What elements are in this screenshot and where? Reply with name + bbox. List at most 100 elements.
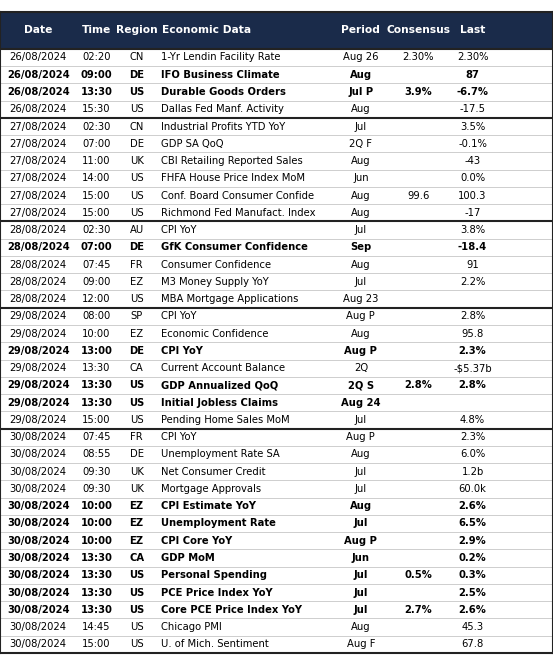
Text: CPI Estimate YoY: CPI Estimate YoY bbox=[161, 501, 256, 511]
Bar bbox=[0, 170, 553, 187]
Text: 02:20: 02:20 bbox=[82, 52, 111, 62]
Text: 02:30: 02:30 bbox=[82, 225, 111, 235]
Bar bbox=[0, 567, 553, 584]
Text: Jul: Jul bbox=[355, 225, 367, 235]
Text: Chicago PMI: Chicago PMI bbox=[161, 622, 222, 632]
Text: 29/08/2024: 29/08/2024 bbox=[9, 415, 67, 425]
Text: 09:30: 09:30 bbox=[82, 467, 111, 477]
Text: Jun: Jun bbox=[352, 553, 370, 563]
Text: SP: SP bbox=[131, 311, 143, 321]
Text: Aug: Aug bbox=[351, 622, 371, 632]
Text: 3.8%: 3.8% bbox=[460, 225, 485, 235]
Text: Dallas Fed Manf. Activity: Dallas Fed Manf. Activity bbox=[161, 104, 284, 114]
Text: 45.3: 45.3 bbox=[461, 622, 484, 632]
Text: Aug: Aug bbox=[351, 104, 371, 114]
Bar bbox=[0, 256, 553, 273]
Bar bbox=[0, 239, 553, 256]
Text: 13:30: 13:30 bbox=[82, 363, 111, 373]
Text: MBA Mortgage Applications: MBA Mortgage Applications bbox=[161, 294, 298, 304]
Text: Time: Time bbox=[82, 25, 111, 35]
Text: 2.6%: 2.6% bbox=[458, 605, 487, 615]
Text: 27/08/2024: 27/08/2024 bbox=[9, 173, 67, 183]
Text: 2.8%: 2.8% bbox=[458, 381, 487, 391]
Text: US: US bbox=[129, 587, 144, 597]
Text: 15:00: 15:00 bbox=[82, 191, 111, 201]
Bar bbox=[0, 343, 553, 359]
Text: Date: Date bbox=[24, 25, 53, 35]
Text: 2.8%: 2.8% bbox=[460, 311, 485, 321]
Bar bbox=[0, 49, 553, 66]
Text: CPI Core YoY: CPI Core YoY bbox=[161, 536, 232, 546]
Text: 15:30: 15:30 bbox=[82, 104, 111, 114]
Text: US: US bbox=[129, 605, 144, 615]
Text: Jul: Jul bbox=[355, 415, 367, 425]
Text: 2Q S: 2Q S bbox=[348, 381, 374, 391]
Text: GDP MoM: GDP MoM bbox=[161, 553, 215, 563]
Text: 95.8: 95.8 bbox=[461, 328, 484, 339]
Text: US: US bbox=[129, 87, 144, 97]
Text: US: US bbox=[130, 622, 143, 632]
Bar bbox=[0, 290, 553, 308]
Bar bbox=[0, 84, 553, 100]
Bar bbox=[0, 308, 553, 325]
Text: Aug 23: Aug 23 bbox=[343, 294, 378, 304]
Bar bbox=[0, 187, 553, 204]
Text: 2.3%: 2.3% bbox=[458, 346, 487, 356]
Text: 2.6%: 2.6% bbox=[458, 501, 487, 511]
Text: Personal Spending: Personal Spending bbox=[161, 570, 267, 580]
Text: 30/08/2024: 30/08/2024 bbox=[7, 518, 70, 529]
Text: DE: DE bbox=[129, 70, 144, 80]
Text: Unemployment Rate SA: Unemployment Rate SA bbox=[161, 450, 280, 460]
Text: Jul: Jul bbox=[355, 467, 367, 477]
Text: CA: CA bbox=[129, 553, 144, 563]
Text: 10:00: 10:00 bbox=[81, 518, 112, 529]
Text: 0.3%: 0.3% bbox=[458, 570, 487, 580]
Text: 29/08/2024: 29/08/2024 bbox=[7, 397, 70, 407]
Text: 27/08/2024: 27/08/2024 bbox=[9, 122, 67, 132]
Bar bbox=[0, 394, 553, 411]
Text: EZ: EZ bbox=[129, 536, 144, 546]
Text: 2.30%: 2.30% bbox=[457, 52, 488, 62]
Text: 13:30: 13:30 bbox=[81, 587, 112, 597]
Text: Consensus: Consensus bbox=[387, 25, 450, 35]
Text: 30/08/2024: 30/08/2024 bbox=[7, 553, 70, 563]
Text: 30/08/2024: 30/08/2024 bbox=[9, 432, 67, 442]
Text: 0.0%: 0.0% bbox=[460, 173, 485, 183]
Text: Industrial Profits YTD YoY: Industrial Profits YTD YoY bbox=[161, 122, 285, 132]
Text: Consumer Confidence: Consumer Confidence bbox=[161, 260, 271, 270]
Text: 26/08/2024: 26/08/2024 bbox=[9, 104, 67, 114]
Text: DE: DE bbox=[129, 138, 144, 149]
Text: CA: CA bbox=[130, 363, 143, 373]
Text: 0.5%: 0.5% bbox=[404, 570, 432, 580]
Text: US: US bbox=[130, 294, 143, 304]
Text: 2.30%: 2.30% bbox=[403, 52, 434, 62]
Bar bbox=[0, 463, 553, 480]
Text: 27/08/2024: 27/08/2024 bbox=[9, 208, 67, 218]
Text: Aug: Aug bbox=[351, 260, 371, 270]
Bar bbox=[0, 204, 553, 221]
Text: 26/08/2024: 26/08/2024 bbox=[9, 52, 67, 62]
Text: EZ: EZ bbox=[130, 277, 143, 287]
Text: UK: UK bbox=[129, 156, 144, 166]
Text: Jul: Jul bbox=[354, 587, 368, 597]
Text: Net Consumer Credit: Net Consumer Credit bbox=[161, 467, 265, 477]
Text: 29/08/2024: 29/08/2024 bbox=[9, 363, 67, 373]
Text: 27/08/2024: 27/08/2024 bbox=[9, 191, 67, 201]
Text: Aug: Aug bbox=[351, 328, 371, 339]
Text: M3 Money Supply YoY: M3 Money Supply YoY bbox=[161, 277, 269, 287]
Text: Economic Confidence: Economic Confidence bbox=[161, 328, 268, 339]
Text: Aug: Aug bbox=[351, 208, 371, 218]
Text: 100.3: 100.3 bbox=[458, 191, 487, 201]
Text: 28/08/2024: 28/08/2024 bbox=[9, 277, 67, 287]
Text: EZ: EZ bbox=[129, 501, 144, 511]
Text: CPI YoY: CPI YoY bbox=[161, 432, 196, 442]
Text: 13:30: 13:30 bbox=[81, 605, 112, 615]
Text: 07:45: 07:45 bbox=[82, 260, 111, 270]
Text: 10:00: 10:00 bbox=[81, 536, 112, 546]
Bar bbox=[0, 221, 553, 239]
Text: GDP Annualized QoQ: GDP Annualized QoQ bbox=[161, 381, 278, 391]
Text: 02:30: 02:30 bbox=[82, 122, 111, 132]
Bar bbox=[0, 411, 553, 429]
Text: 87: 87 bbox=[466, 70, 479, 80]
Text: Core PCE Price Index YoY: Core PCE Price Index YoY bbox=[161, 605, 302, 615]
